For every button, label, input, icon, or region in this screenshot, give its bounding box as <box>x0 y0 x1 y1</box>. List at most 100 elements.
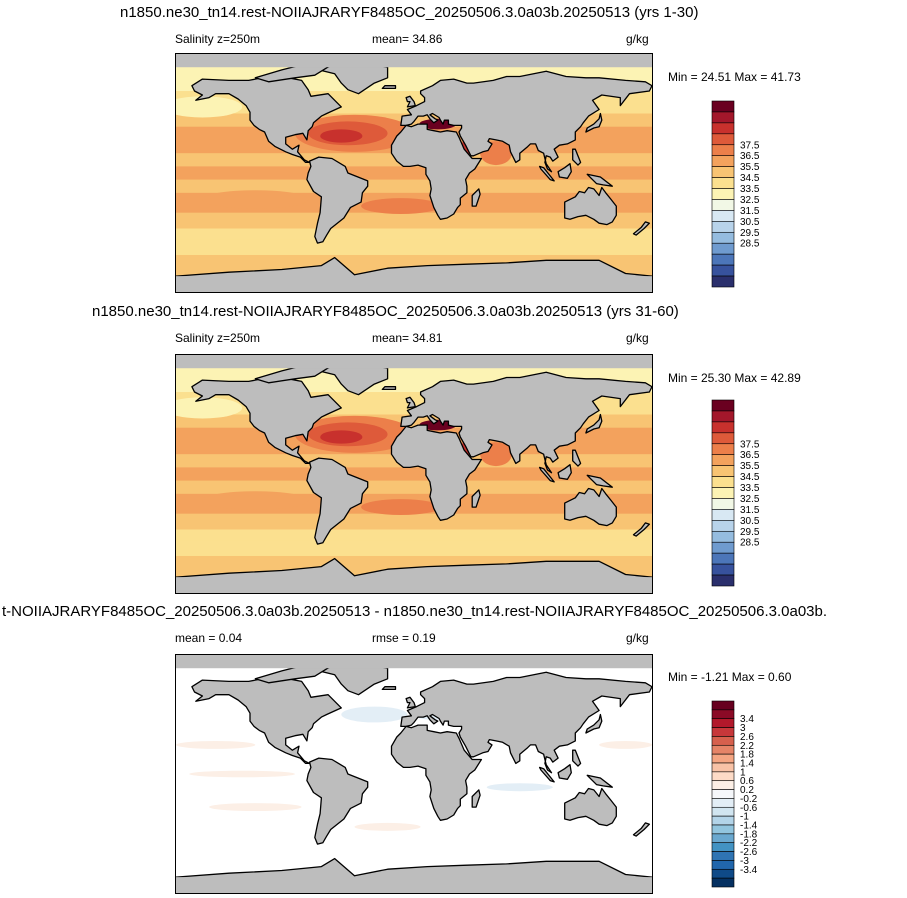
panel2-minmax-label: Min = 25.30 Max = 42.89 <box>668 371 801 385</box>
colorbar-swatch <box>711 465 735 477</box>
colorbar-tick-label: 0.2 <box>740 785 754 796</box>
land-philippines <box>572 749 582 767</box>
north-pacific-fresh <box>176 96 243 118</box>
colorbar-swatch <box>711 443 735 456</box>
mediterranean-salinity-max <box>419 419 457 431</box>
land-indonesia-sumatra <box>538 165 555 182</box>
colorbar-tick-label: 28.5 <box>740 538 760 549</box>
colorbar-tick-label: 0.6 <box>740 776 754 787</box>
land-new-zealand <box>632 522 651 537</box>
land-north-america <box>191 676 342 765</box>
colorbar-swatch <box>711 842 735 852</box>
colorbar-swatch <box>711 541 735 554</box>
land-borneo <box>557 764 572 780</box>
land-japan <box>585 713 603 734</box>
land-iceland <box>381 686 397 691</box>
land-canadian-arctic <box>254 363 333 384</box>
colorbar-swatch <box>711 877 735 888</box>
south-atlantic-salinity <box>361 499 441 515</box>
colorbar-swatch <box>711 563 735 576</box>
land-madagascar <box>471 489 481 508</box>
south-pacific-salinity <box>202 491 309 510</box>
colorbar-tick-label: 35.5 <box>740 162 760 173</box>
colorbar-tick-label: 30.5 <box>740 516 760 527</box>
colorbar-tick-label: -3.4 <box>740 865 758 876</box>
colorbar-swatch <box>711 166 735 178</box>
colorbar-swatch <box>711 574 735 587</box>
land-south-america <box>306 757 369 845</box>
colorbar-swatch <box>711 210 735 222</box>
difference-map-svg <box>176 655 652 893</box>
arctic-ice <box>176 54 652 68</box>
colorbar-tick-label: -2.6 <box>740 847 758 858</box>
land-canadian-arctic <box>254 663 333 684</box>
colorbar-swatch <box>711 833 735 844</box>
colorbar-tick-label: 37.5 <box>740 140 760 151</box>
colorbar-tick-label: 3.4 <box>740 714 754 725</box>
colorbar-tick-label: 36.5 <box>740 151 760 162</box>
land-south-america <box>306 457 369 545</box>
colorbar-tick-label: 28.5 <box>740 239 760 250</box>
land-philippines <box>572 449 582 467</box>
colorbar-swatch <box>711 264 735 277</box>
panel2-colorbar: 37.5 36.5 35.5 34.5 33.5 32.5 31.5 30.5 29.5 28.5 <box>711 399 774 588</box>
land-madagascar <box>471 789 481 808</box>
colorbar-swatch <box>711 144 735 157</box>
salinity-map-svg <box>176 355 652 593</box>
colorbar-swatch <box>711 454 735 466</box>
colorbar-tick-label: 32.5 <box>740 195 760 206</box>
land-madagascar <box>471 188 481 207</box>
panel2-units-label: g/kg <box>626 331 649 345</box>
panel3-rmse-label: rmse = 0.19 <box>372 631 436 645</box>
ocean-field-band <box>176 540 652 557</box>
land-japan <box>585 112 603 133</box>
colorbar-swatch <box>711 253 735 266</box>
ocean-field-band <box>176 467 652 482</box>
diff-west-pacific-positive <box>599 740 652 749</box>
panel1-colorbar: 37.5 36.5 35.5 34.5 33.5 32.5 31.5 30.5 29.5 28.5 <box>711 100 774 289</box>
colorbar-swatch <box>711 432 735 445</box>
colorbar-tick-label: -3 <box>740 856 749 867</box>
colorbar-swatch <box>711 718 735 728</box>
salinity-map-svg <box>176 54 652 292</box>
antarctic-ice <box>176 877 652 893</box>
colorbar-tick-label: 34.5 <box>740 472 760 483</box>
land-uk <box>405 396 416 409</box>
mediterranean-salinity-max <box>419 118 457 130</box>
colorbar-swatch <box>711 177 735 189</box>
land-borneo <box>557 163 572 179</box>
land-new-guinea <box>586 774 613 788</box>
south-pacific-salinity <box>202 190 309 209</box>
south-atlantic-salinity <box>361 198 441 214</box>
colorbar-tick-label: -2.2 <box>740 838 758 849</box>
colorbar-swatch <box>711 824 735 835</box>
colorbar-swatch <box>711 700 735 711</box>
ocean-field-band <box>176 228 652 240</box>
colorbar-swatch <box>711 509 735 521</box>
ocean-field-band <box>176 166 652 181</box>
land-iceland <box>381 85 397 90</box>
land-eurasia <box>400 671 652 774</box>
colorbar-swatch <box>711 498 735 510</box>
land-uk <box>405 95 416 108</box>
colorbar-tick-label: 1.4 <box>740 759 754 770</box>
land-africa <box>390 724 483 821</box>
ocean-field-band <box>176 179 652 194</box>
panel3-minmax-label: Min = -1.21 Max = 0.60 <box>668 670 792 684</box>
ocean-field-band <box>176 239 652 256</box>
colorbar-swatch <box>711 789 735 799</box>
land-australia <box>564 787 617 827</box>
colorbar-tick-label: 1 <box>740 767 746 778</box>
diff-north-atlantic-negative <box>341 706 408 723</box>
colorbar-swatch <box>711 111 735 124</box>
colorbar-swatch <box>711 868 735 879</box>
panel3-title: t-NOIIAJRARYF8485OC_20250506.3.0a03b.202… <box>2 603 828 620</box>
colorbar-swatch <box>711 122 735 135</box>
land-borneo <box>557 464 572 480</box>
colorbar-swatch <box>711 520 735 532</box>
diff-south-pacific-positive <box>209 803 302 812</box>
colorbar-swatch <box>711 155 735 167</box>
colorbar-swatch <box>711 133 735 146</box>
diff-south-atlantic-positive <box>354 822 421 831</box>
colorbar-tick-label: 37.5 <box>740 439 760 450</box>
